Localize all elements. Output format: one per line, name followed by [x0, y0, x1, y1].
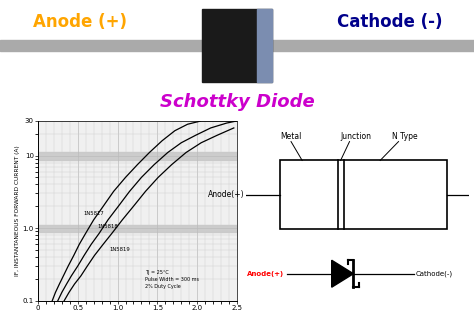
Bar: [38, 152, 237, 160]
Text: Anode (+): Anode (+): [33, 13, 127, 31]
Text: TJ = 25°C
Pulse Width = 300 ms
2% Duty Cycle: TJ = 25°C Pulse Width = 300 ms 2% Duty C…: [146, 270, 200, 289]
Y-axis label: IF, INSTANTANEOUS FORWARD CURRENT (A): IF, INSTANTANEOUS FORWARD CURRENT (A): [15, 145, 20, 276]
Text: N Type: N Type: [392, 132, 418, 141]
Bar: [257, 9, 272, 82]
Text: Schottky Diode: Schottky Diode: [160, 93, 314, 111]
Polygon shape: [332, 260, 354, 287]
Text: Anode(+): Anode(+): [208, 190, 244, 199]
Text: Anode(+): Anode(+): [247, 271, 284, 277]
Text: Cathode (-): Cathode (-): [337, 13, 443, 31]
Text: Metal: Metal: [280, 132, 302, 141]
Text: Cathode(-): Cathode(-): [416, 271, 453, 277]
Bar: [280, 161, 447, 229]
Bar: [38, 224, 237, 232]
Text: 1N5818: 1N5818: [98, 224, 118, 229]
Text: 1N5819: 1N5819: [109, 247, 130, 252]
Bar: [0, 40, 474, 51]
Text: Junction: Junction: [341, 132, 372, 141]
Bar: [202, 9, 272, 82]
Text: 1N5817: 1N5817: [83, 211, 104, 216]
